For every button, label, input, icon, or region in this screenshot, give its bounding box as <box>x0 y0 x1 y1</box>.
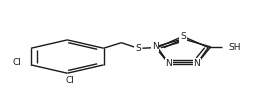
Text: N: N <box>166 59 172 68</box>
Text: Cl: Cl <box>13 58 22 67</box>
Text: SH: SH <box>229 43 241 52</box>
Text: S: S <box>135 44 141 53</box>
Text: N: N <box>180 34 186 43</box>
Text: Cl: Cl <box>66 76 74 85</box>
Text: N: N <box>152 42 158 51</box>
Text: S: S <box>180 32 186 41</box>
Text: N: N <box>194 59 200 68</box>
